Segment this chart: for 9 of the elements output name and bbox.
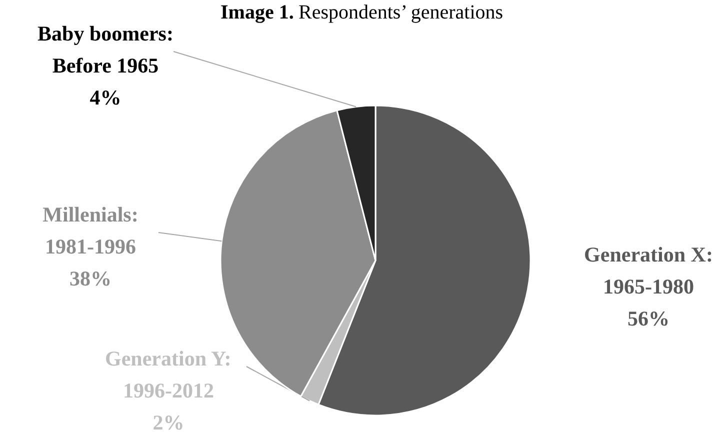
data-label: 4% xyxy=(90,86,122,110)
chart-title: Image 1. Respondents’ generations xyxy=(220,2,504,24)
slice-label: Generation Y: 1996-2012 xyxy=(105,346,232,402)
slice-label: Generation X: 1965-1980 xyxy=(584,242,713,298)
data-label: 56% xyxy=(628,306,670,330)
slice-label: Millenials: 1981-1996 xyxy=(42,202,138,258)
data-label: 38% xyxy=(70,266,112,290)
data-label: 2% xyxy=(152,410,184,434)
slice-label: Baby boomers: Before 1965 xyxy=(38,22,174,78)
